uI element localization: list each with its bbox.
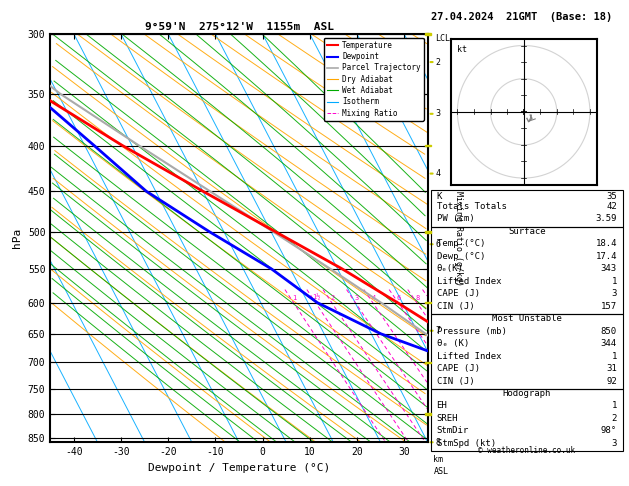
Bar — [431, 314, 623, 389]
Legend: Temperature, Dewpoint, Parcel Trajectory, Dry Adiabat, Wet Adiabat, Isotherm, Mi: Temperature, Dewpoint, Parcel Trajectory… — [324, 38, 424, 121]
Text: CIN (J): CIN (J) — [437, 302, 474, 311]
Text: θₑ (K): θₑ (K) — [437, 339, 469, 348]
Text: SREH: SREH — [437, 414, 458, 423]
Text: 3.59: 3.59 — [596, 214, 617, 224]
Text: 8: 8 — [416, 295, 420, 301]
Text: 6: 6 — [435, 240, 440, 249]
Text: Pressure (mb): Pressure (mb) — [437, 327, 506, 336]
Text: 31: 31 — [606, 364, 617, 373]
Text: 3: 3 — [435, 109, 440, 118]
Text: 2: 2 — [611, 414, 617, 423]
Text: 4: 4 — [372, 295, 376, 301]
Text: 4: 4 — [435, 169, 440, 178]
Text: 1½: 1½ — [312, 294, 321, 301]
Bar — [431, 190, 623, 227]
Text: 3: 3 — [611, 439, 617, 448]
Text: θₑ(K): θₑ(K) — [437, 264, 464, 273]
Text: Lifted Index: Lifted Index — [437, 351, 501, 361]
Bar — [431, 389, 623, 451]
Text: 42: 42 — [606, 202, 617, 211]
Text: 1: 1 — [611, 401, 617, 411]
Text: StmDir: StmDir — [437, 426, 469, 435]
Text: Mixing Ratio (g/kg): Mixing Ratio (g/kg) — [454, 191, 463, 286]
X-axis label: Dewpoint / Temperature (°C): Dewpoint / Temperature (°C) — [148, 463, 330, 473]
Y-axis label: hPa: hPa — [13, 228, 22, 248]
Title: 9°59'N  275°12'W  1155m  ASL: 9°59'N 275°12'W 1155m ASL — [145, 22, 333, 32]
Text: 6: 6 — [397, 295, 401, 301]
Text: Hodograph: Hodograph — [503, 389, 551, 398]
Text: ASL: ASL — [433, 467, 448, 476]
Text: 18.4: 18.4 — [596, 240, 617, 248]
Text: © weatheronline.co.uk: © weatheronline.co.uk — [478, 446, 576, 455]
Text: 1: 1 — [611, 277, 617, 286]
Text: CAPE (J): CAPE (J) — [437, 289, 480, 298]
Text: 17.4: 17.4 — [596, 252, 617, 261]
Text: 2: 2 — [330, 295, 335, 301]
Text: 1: 1 — [292, 295, 296, 301]
Text: 3: 3 — [354, 295, 359, 301]
Text: EH: EH — [437, 401, 447, 411]
Text: 35: 35 — [606, 192, 617, 201]
Text: Totals Totals: Totals Totals — [437, 202, 506, 211]
Text: 27.04.2024  21GMT  (Base: 18): 27.04.2024 21GMT (Base: 18) — [431, 12, 612, 22]
Text: 3: 3 — [611, 289, 617, 298]
Text: CIN (J): CIN (J) — [437, 377, 474, 385]
Text: PW (cm): PW (cm) — [437, 214, 474, 224]
Text: 1: 1 — [611, 351, 617, 361]
Text: 8: 8 — [435, 438, 440, 447]
Text: Most Unstable: Most Unstable — [492, 314, 562, 323]
Text: 2: 2 — [435, 57, 440, 67]
Text: LCL: LCL — [435, 34, 450, 43]
Text: StmSpd (kt): StmSpd (kt) — [437, 439, 496, 448]
Text: CAPE (J): CAPE (J) — [437, 364, 480, 373]
Text: 92: 92 — [606, 377, 617, 385]
Text: 850: 850 — [601, 327, 617, 336]
Text: 7: 7 — [435, 326, 440, 335]
Text: 344: 344 — [601, 339, 617, 348]
Text: km: km — [433, 454, 443, 464]
Text: kt: kt — [457, 45, 467, 54]
Text: K: K — [437, 192, 442, 201]
Bar — [431, 227, 623, 314]
Text: Lifted Index: Lifted Index — [437, 277, 501, 286]
Text: 98°: 98° — [601, 426, 617, 435]
Text: 343: 343 — [601, 264, 617, 273]
Text: Temp (°C): Temp (°C) — [437, 240, 485, 248]
Text: Surface: Surface — [508, 227, 545, 236]
Text: Dewp (°C): Dewp (°C) — [437, 252, 485, 261]
Text: 157: 157 — [601, 302, 617, 311]
